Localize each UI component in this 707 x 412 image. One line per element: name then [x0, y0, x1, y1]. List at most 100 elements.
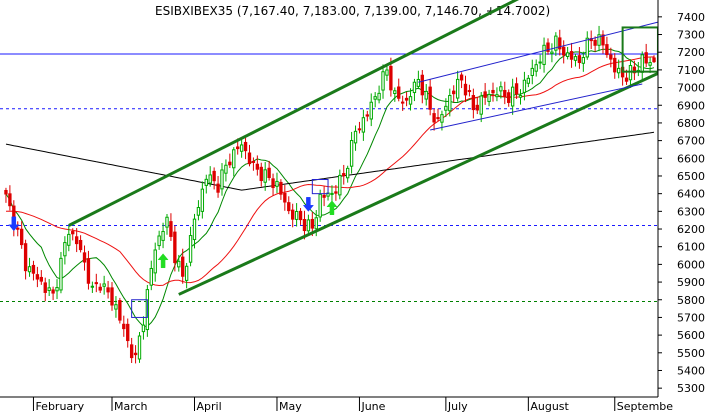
candle-body-60 [239, 144, 244, 152]
candle-body-132 [522, 79, 527, 93]
candle-body-29 [118, 300, 122, 321]
candle-body-25 [102, 283, 106, 287]
candle-body-136 [538, 61, 542, 64]
candle-body-20 [82, 252, 87, 263]
candle-body-131 [518, 95, 523, 98]
candle-body-50 [200, 188, 205, 212]
candle-body-47 [188, 235, 193, 263]
candle-body-73 [291, 209, 295, 220]
candle-body-88 [349, 140, 354, 167]
candle-body-32 [129, 344, 134, 359]
candle-body-102 [404, 97, 409, 101]
candle-body-24 [98, 286, 102, 291]
candle-body-90 [357, 128, 362, 131]
candle-body-158 [624, 77, 629, 82]
candle-body-152 [601, 34, 605, 46]
candle-body-129 [510, 86, 515, 107]
candle-body-28 [114, 304, 118, 310]
y-tick-label-5600: 5600 [677, 329, 705, 342]
pattern-box-0 [131, 299, 148, 318]
y-tick-label-6000: 6000 [677, 258, 705, 271]
candle-body-15 [63, 242, 67, 257]
candle-body-151 [597, 34, 601, 46]
candle-body-8 [35, 274, 40, 280]
candle-body-145 [573, 56, 578, 61]
candle-body-83 [330, 192, 334, 195]
candle-body-22 [90, 285, 95, 288]
candle-body-103 [408, 96, 413, 105]
candle-body-49 [196, 207, 201, 216]
candle-body-57 [228, 161, 232, 166]
y-tick-label-7300: 7300 [677, 29, 705, 42]
x-axis-panel [0, 397, 707, 412]
y-tick-label-5500: 5500 [677, 347, 705, 360]
candle-body-76 [302, 219, 307, 232]
candle-body-81 [322, 194, 326, 198]
y-axis-panel [658, 0, 707, 412]
candle-body-13 [55, 287, 59, 292]
candle-body-119 [471, 95, 476, 111]
candle-body-128 [507, 92, 511, 103]
y-tick-label-5300: 5300 [677, 382, 705, 395]
candle-body-38 [153, 249, 157, 274]
candle-body-58 [232, 149, 236, 169]
y-tick-label-6100: 6100 [677, 241, 705, 254]
candle-body-124 [491, 89, 495, 94]
x-tick-label-septembe: Septembe [617, 400, 674, 412]
candle-body-130 [514, 83, 519, 95]
candle-body-69 [275, 180, 279, 187]
candle-body-147 [581, 57, 586, 64]
candle-body-139 [550, 51, 554, 55]
candle-body-37 [149, 267, 153, 286]
candlesticks [4, 25, 656, 364]
y-tick-label-6700: 6700 [677, 135, 705, 148]
candle-body-52 [208, 174, 212, 184]
candle-body-99 [393, 90, 397, 95]
candle-body-62 [247, 152, 252, 165]
candle-body-121 [479, 95, 483, 115]
candle-body-115 [455, 78, 460, 99]
candle-body-18 [74, 236, 79, 245]
candle-body-6 [27, 266, 32, 273]
candle-body-98 [389, 65, 393, 91]
candle-body-42 [169, 221, 173, 237]
candle-body-100 [397, 86, 401, 99]
candle-body-84 [334, 191, 338, 194]
candle-body-165 [652, 57, 656, 63]
candle-body-106 [420, 74, 424, 96]
candle-body-105 [416, 78, 421, 87]
candle-body-133 [526, 77, 531, 84]
candle-body-154 [609, 54, 613, 60]
candle-body-67 [267, 167, 271, 179]
candle-body-12 [51, 289, 55, 294]
candle-body-148 [585, 37, 589, 58]
candle-body-79 [314, 217, 318, 230]
candle-body-164 [648, 62, 652, 66]
candle-body-17 [71, 231, 75, 235]
candle-body-5 [23, 243, 28, 272]
candle-body-7 [31, 264, 36, 274]
candle-body-48 [192, 218, 197, 241]
candle-body-160 [632, 66, 637, 74]
candle-body-64 [255, 163, 260, 170]
chart-title: ESIBXIBEX35 (7,167.40, 7,183.00, 7,139.0… [155, 4, 550, 18]
candle-body-93 [369, 101, 373, 120]
y-tick-label-7400: 7400 [677, 11, 705, 24]
arrow-down-0 [8, 216, 20, 232]
candle-body-104 [412, 81, 417, 94]
candle-body-97 [385, 69, 389, 76]
candle-body-155 [613, 57, 617, 73]
candle-body-43 [173, 231, 177, 264]
x-tick-label-june: June [360, 400, 385, 412]
candle-body-26 [106, 287, 110, 293]
candle-body-71 [283, 192, 287, 203]
candle-body-101 [400, 101, 405, 104]
candle-body-95 [377, 92, 381, 101]
candle-body-75 [298, 210, 303, 221]
candle-body-162 [640, 54, 644, 73]
candle-body-54 [216, 183, 220, 193]
candle-body-40 [161, 230, 165, 241]
y-tick-label-6200: 6200 [677, 223, 705, 236]
candle-body-127 [503, 89, 507, 97]
